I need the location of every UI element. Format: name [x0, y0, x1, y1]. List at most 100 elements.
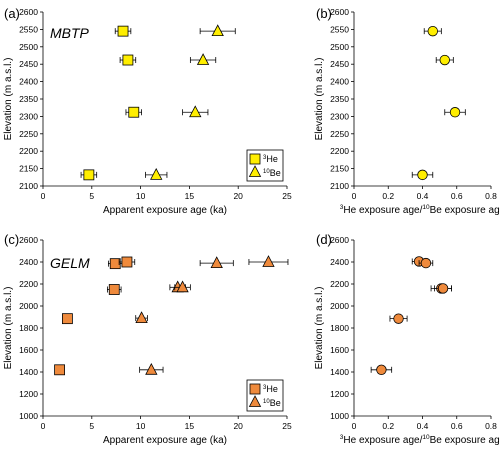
x-tick-label-b: 0.4 — [417, 191, 429, 201]
y-tick-label-d: 2200 — [330, 279, 349, 289]
x-axis-label-a: Apparent exposure age (ka) — [103, 205, 227, 216]
x-tick-label-c: 15 — [185, 421, 195, 431]
x-tick-label-b: 0.2 — [382, 191, 394, 201]
x-tick-label-d: 0.2 — [382, 421, 394, 431]
y-tick-label-d: 1200 — [330, 389, 349, 399]
series-b-ratio — [411, 25, 466, 181]
x-axis-label-c: Apparent exposure age (ka) — [103, 435, 227, 446]
plots-layer: 2100215022002250230023502400245025002550… — [3, 7, 500, 446]
y-axis-label-a: Elevation (m a.s.l.) — [3, 58, 14, 141]
y-tick-label-d: 2000 — [330, 301, 349, 311]
y-tick-label-b: 2150 — [330, 164, 349, 174]
plot-d: 1000 1200 1400 1600 1800 2000 2200 2400 2600 0 0.2… — [314, 235, 500, 446]
y-tick-label-a: 2250 — [19, 129, 38, 139]
y-tick-label-a: 2400 — [19, 77, 38, 87]
x-axis-label-d: 3He exposure age/10Be exposure age — [340, 434, 500, 446]
legend-he-sup: 3 — [263, 155, 267, 161]
x-axis-label-b: 3He exposure age/10Be exposure age — [340, 204, 500, 216]
y-axis-label-c: Elevation (m a.s.l.) — [3, 287, 14, 370]
data-point-square — [62, 313, 73, 325]
data-point-square — [121, 256, 133, 268]
y-tick-label-a: 2500 — [19, 42, 38, 52]
y-tick-label-b: 2350 — [330, 94, 349, 104]
legend-be-label: 10Be — [263, 398, 281, 408]
y-tick-label-c: 2000 — [19, 301, 38, 311]
data-point-circle — [393, 313, 404, 324]
y-tick-label-a: 2350 — [19, 94, 38, 104]
x-tick-label-d: 0.8 — [485, 421, 497, 431]
x-label-sup-10: 10 — [422, 434, 430, 441]
y-tick-label-c: 1600 — [19, 345, 38, 355]
panel-label-d: (d) — [316, 232, 332, 247]
y-tick-label-d: 2400 — [330, 257, 349, 267]
legend-he-marker — [249, 153, 261, 165]
y-tick-label-a: 2600 — [19, 7, 38, 17]
y-tick-label-c: 2600 — [19, 235, 38, 245]
series-d-ratio — [370, 256, 453, 376]
y-tick-label-a: 2200 — [19, 146, 38, 156]
data-point-triangle — [210, 256, 223, 269]
data-point-triangle — [189, 105, 202, 118]
y-tick-label-b: 2500 — [330, 42, 349, 52]
x-tick-label-d: 0.6 — [451, 421, 463, 431]
y-tick-label-a: 2100 — [19, 181, 38, 191]
data-point-square — [122, 54, 134, 66]
legend-be-marker — [248, 395, 262, 407]
y-tick-label-c: 1200 — [19, 389, 38, 399]
legend-be-text: Be — [270, 168, 281, 178]
panel-label-a: (a) — [4, 6, 20, 21]
x-label-mid: He exposure age/ — [343, 435, 422, 446]
site-label-gelm: GELM — [50, 255, 90, 271]
data-point-circle — [449, 107, 461, 118]
data-point-circle — [376, 364, 387, 376]
series-c-he3 — [54, 256, 136, 376]
x-label-sup-3: 3 — [340, 204, 344, 211]
x-tick-label-b: 0.6 — [451, 191, 463, 201]
x-tick-label-a: 20 — [233, 191, 243, 201]
x-tick-label-c: 20 — [233, 421, 243, 431]
legend-he-label: 3He — [263, 384, 278, 394]
data-point-triangle — [262, 255, 275, 267]
x-tick-label-b: 0.8 — [485, 191, 497, 201]
panel-label-b: (b) — [316, 6, 332, 21]
legend-he-text: He — [266, 384, 278, 394]
series-c-be10 — [135, 255, 289, 375]
y-tick-label-a: 2300 — [19, 111, 38, 121]
legend-he-label: 3He — [263, 154, 278, 164]
data-point-circle — [437, 283, 449, 294]
plot-b: 2100 2150 2200 2250 2300 2350 2400 2450 2500 2550… — [314, 7, 500, 216]
y-tick-label-c: 1800 — [19, 323, 38, 333]
series-a-he3 — [80, 25, 142, 181]
y-tick-label-d: 2600 — [330, 235, 349, 245]
x-tick-label-c: 5 — [89, 421, 94, 431]
data-point-triangle — [145, 362, 158, 375]
data-point-square — [108, 284, 120, 295]
y-tick-label-c: 1000 — [19, 411, 38, 421]
legend-be-marker — [248, 165, 262, 177]
data-point-triangle — [176, 280, 189, 293]
x-label-sup-3: 3 — [340, 434, 344, 441]
data-point-triangle — [135, 311, 148, 324]
x-tick-label-b: 0 — [352, 191, 357, 201]
y-tick-label-a: 2150 — [19, 164, 38, 174]
y-tick-label-b: 2450 — [330, 59, 349, 69]
x-tick-label-c: 10 — [136, 421, 146, 431]
y-tick-label-b: 2600 — [330, 7, 349, 17]
y-tick-label-b: 2300 — [330, 111, 349, 121]
x-tick-label-a: 5 — [89, 191, 94, 201]
plot-a: 2100215022002250230023502400245025002550… — [3, 7, 292, 216]
legend-be-sup: 10 — [263, 399, 270, 405]
data-point-triangle — [196, 53, 210, 65]
data-point-square — [54, 364, 65, 376]
legend-be-sup: 10 — [263, 169, 270, 175]
x-tick-label-a: 15 — [185, 191, 195, 201]
data-point-triangle — [211, 24, 224, 37]
data-point-circle — [427, 25, 438, 37]
x-tick-label-a: 10 — [136, 191, 146, 201]
data-point-triangle — [150, 168, 163, 180]
y-tick-label-c: 2400 — [19, 257, 38, 267]
data-point-circle — [420, 257, 432, 269]
y-tick-label-a: 2450 — [19, 59, 38, 69]
data-point-square — [83, 169, 95, 181]
